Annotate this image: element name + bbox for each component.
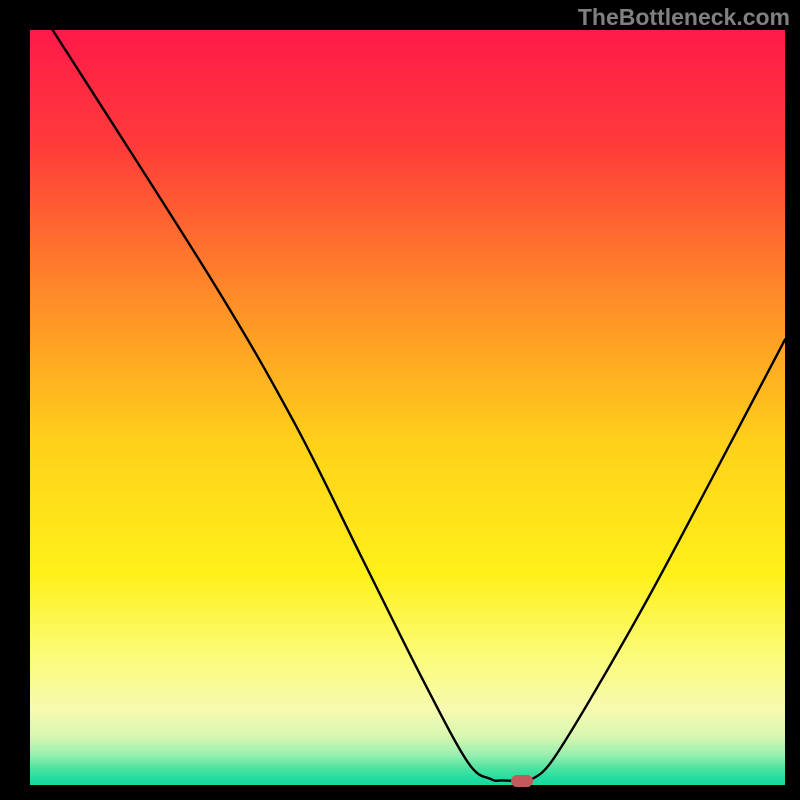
gradient-background — [30, 30, 785, 785]
chart-container: TheBottleneck.com — [0, 0, 800, 800]
watermark-label: TheBottleneck.com — [578, 4, 790, 31]
optimal-point-marker — [511, 775, 533, 787]
plot-area — [30, 30, 785, 785]
